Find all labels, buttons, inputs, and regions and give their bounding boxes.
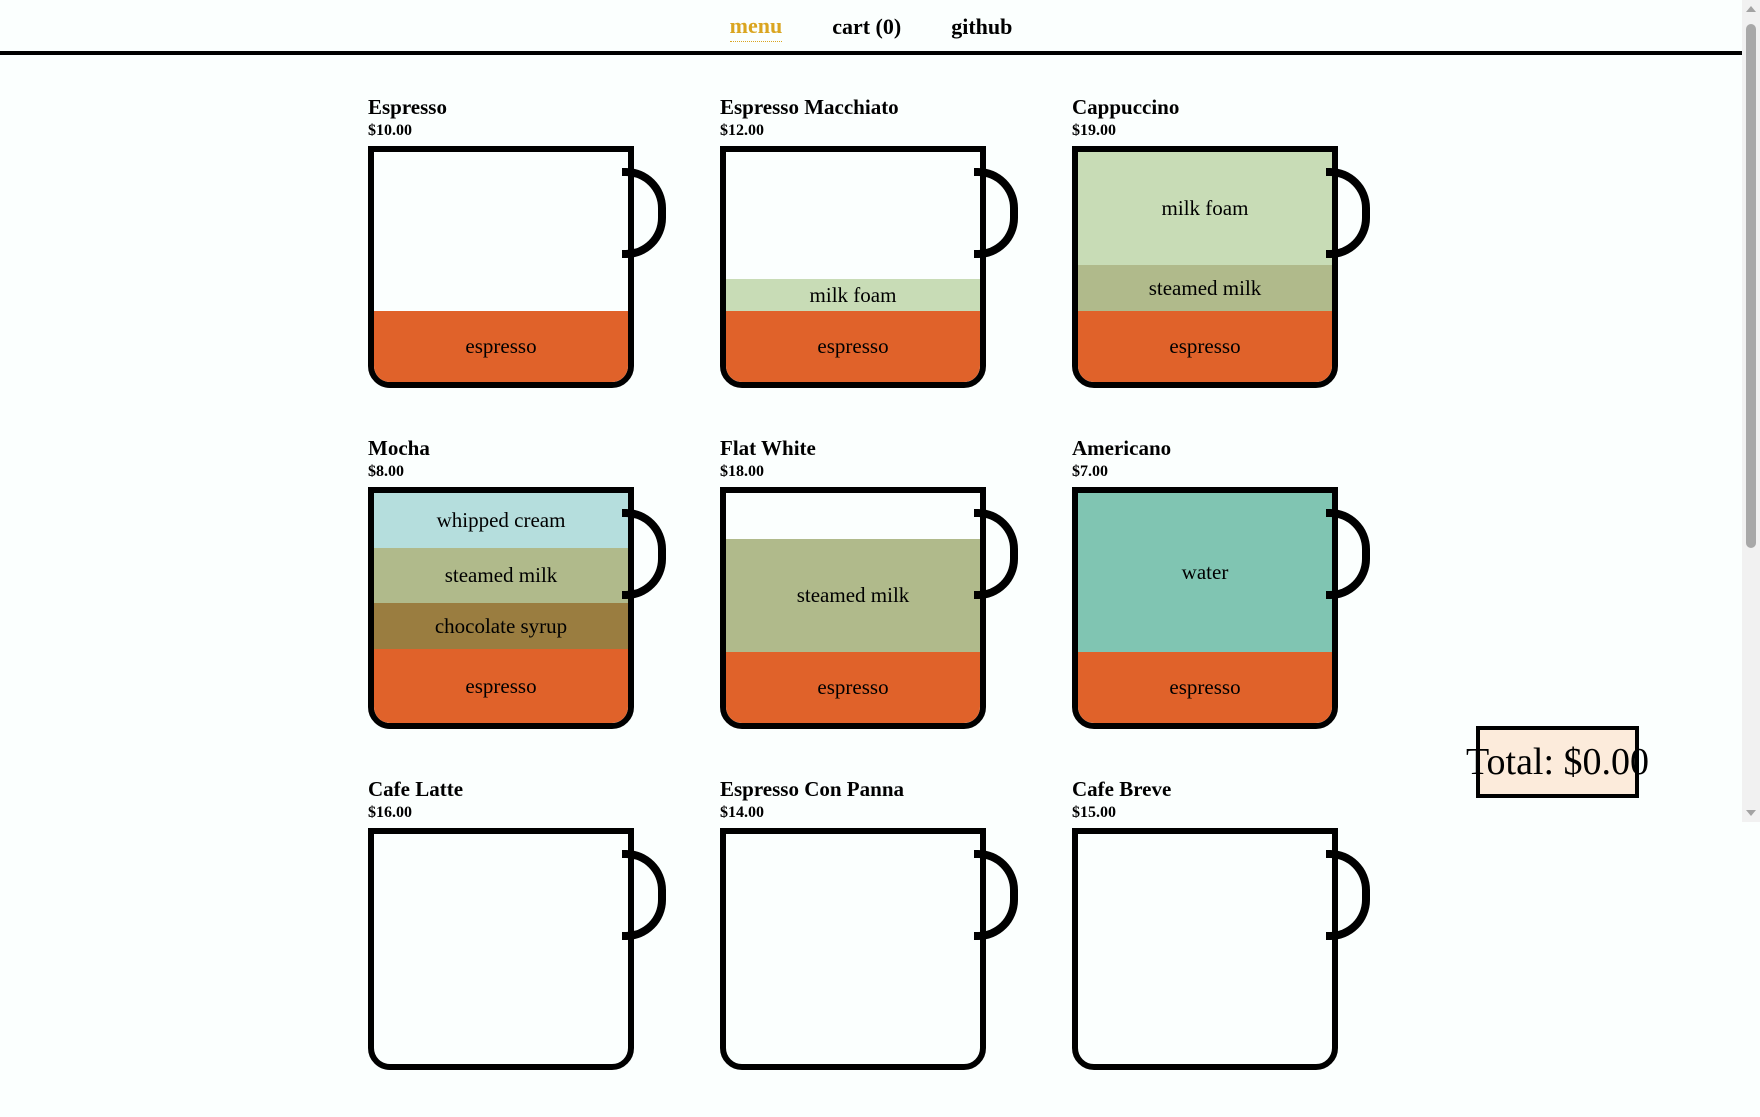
menu-item-price: $12.00 [720,122,764,139]
cup-body: milk foam espresso [720,146,986,388]
ingredient-layer: espresso [1078,311,1332,382]
ingredient-layer: espresso [726,311,980,382]
menu-item-name: Espresso Macchiato [720,95,899,119]
nav-cart-link[interactable]: cart (0) [832,14,902,39]
menu-item-price: $16.00 [368,804,412,821]
ingredient-layer: chocolate syrup [374,603,628,649]
ingredient-layer: espresso [374,311,628,382]
menu-item[interactable]: Espresso Con Panna $14.00 [720,776,1072,1117]
menu-item[interactable]: Cafe Breve $15.00 [1072,776,1424,1117]
cup-handle-icon [974,168,1018,258]
coffee-cup-illustration: steamed milk espresso [720,487,1020,729]
menu-item-price: $19.00 [1072,122,1116,139]
coffee-cup-illustration: water espresso [1072,487,1372,729]
ingredient-layer: steamed milk [1078,265,1332,311]
menu-item[interactable]: Espresso $10.00 espresso [368,94,720,435]
scroll-down-arrow-icon[interactable] [1746,810,1756,816]
cup-body: steamed milk espresso [720,487,986,729]
ingredient-layer: milk foam [1078,152,1332,265]
cup-body: espresso [368,146,634,388]
menu-item-price: $14.00 [720,804,764,821]
coffee-cup-illustration: milk foam espresso [720,146,1020,388]
menu-item-name: Flat White [720,436,816,460]
coffee-cup-illustration: milk foam steamed milk espresso [1072,146,1372,388]
menu-item-name: Cafe Breve [1072,777,1172,801]
menu-item-price: $8.00 [368,463,404,480]
menu-item[interactable]: Cappuccino $19.00 milk foam steamed milk esp… [1072,94,1424,435]
cup-handle-icon [974,850,1018,940]
cup-handle-icon [622,850,666,940]
ingredient-layer: steamed milk [726,539,980,652]
cup-body [720,828,986,1070]
menu-item-name: Espresso [368,95,447,119]
cup-handle-icon [1326,168,1370,258]
nav-github-link[interactable]: github [951,14,1013,39]
ingredient-layer: espresso [1078,652,1332,723]
cup-body [1072,828,1338,1070]
menu-item[interactable]: Espresso Macchiato $12.00 milk foam espress… [720,94,1072,435]
cup-body [368,828,634,1070]
menu-item-name: Cafe Latte [368,777,464,801]
coffee-cup-illustration: whipped cream steamed milk chocolate syrup… [368,487,668,729]
cup-body: whipped cream steamed milk chocolate syrup… [368,487,634,729]
menu-item-name: Espresso Con Panna [720,777,904,801]
nav-links: menu cart (0) github [729,0,1013,42]
menu-item[interactable]: Cafe Latte $16.00 [368,776,720,1117]
menu-item-price: $15.00 [1072,804,1116,821]
menu-item-price: $10.00 [368,122,412,139]
cup-body: milk foam steamed milk espresso [1072,146,1338,388]
ingredient-layer: steamed milk [374,548,628,603]
ingredient-layer: milk foam [726,279,980,311]
cup-handle-icon [1326,850,1370,940]
nav-menu-link[interactable]: menu [729,12,783,42]
menu-item-name: Americano [1072,436,1172,460]
menu-item[interactable]: Mocha $8.00 whipped cream steamed milk choco… [368,435,720,776]
scrollbar-thumb[interactable] [1746,24,1756,548]
top-nav: menu cart (0) github [0,0,1742,55]
cup-handle-icon [622,168,666,258]
menu-item-price: $7.00 [1072,463,1108,480]
menu-item-price: $18.00 [720,463,764,480]
menu-item[interactable]: Flat White $18.00 steamed milk espresso [720,435,1072,776]
coffee-cup-illustration [368,828,668,1070]
cup-handle-icon [1326,509,1370,599]
ingredient-layer: water [1078,493,1332,652]
ingredient-layer: whipped cream [374,493,628,548]
ingredient-layer: espresso [374,649,628,723]
coffee-cup-illustration: espresso [368,146,668,388]
coffee-cup-illustration [720,828,1020,1070]
cup-handle-icon [622,509,666,599]
scroll-up-arrow-icon[interactable] [1746,6,1756,12]
menu-grid: Espresso $10.00 espresso Espresso Macchiato… [368,94,1424,1117]
coffee-cup-illustration [1072,828,1372,1070]
cart-total: Total: $0.00 [1466,726,1649,798]
menu-item-name: Cappuccino [1072,95,1180,119]
cup-body: water espresso [1072,487,1338,729]
menu-item-name: Mocha [368,436,430,460]
page-scrollbar[interactable] [1742,0,1760,822]
menu-item[interactable]: Americano $7.00 water espresso [1072,435,1424,776]
cup-handle-icon [974,509,1018,599]
ingredient-layer: espresso [726,652,980,723]
